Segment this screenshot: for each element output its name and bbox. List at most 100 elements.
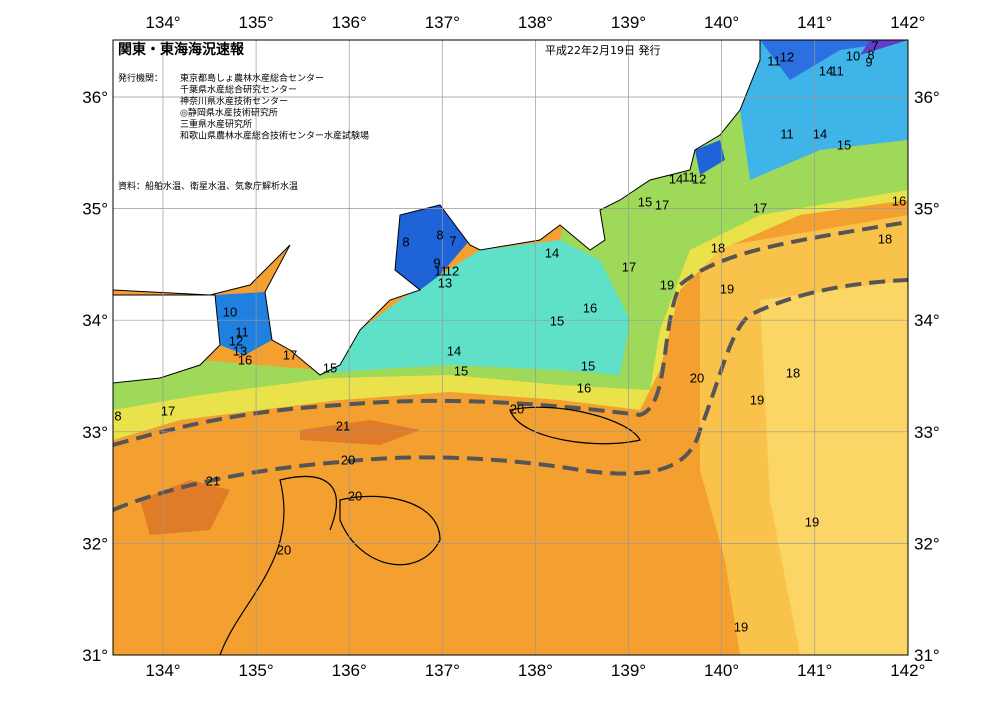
contour-label: 19 <box>660 277 674 292</box>
lon-label-bottom: 141° <box>797 661 832 680</box>
issuer: 東京都島しょ農林水産総合センター <box>180 72 324 84</box>
lat-label-right: 35° <box>914 200 940 219</box>
contour-label: 11 <box>434 263 448 278</box>
land-shikoku <box>113 294 221 384</box>
contour-label: 15 <box>454 363 468 378</box>
lon-label-top: 134° <box>145 13 180 32</box>
lon-label-bottom: 140° <box>704 661 739 680</box>
contour-label: 16 <box>238 352 252 367</box>
contour-label: 8 <box>402 234 409 249</box>
lat-label-left: 31° <box>82 646 108 665</box>
data-source: 資料：船舶水温、衛星水温、気象庁解析水温 <box>118 180 298 192</box>
contour-label: 20 <box>341 452 355 467</box>
contour-label: 19 <box>734 619 748 634</box>
contour-label: 21 <box>336 418 350 433</box>
lon-label-bottom: 135° <box>239 661 274 680</box>
lat-label-left: 34° <box>82 311 108 330</box>
contour-label: 20 <box>690 370 704 385</box>
lon-label-top: 138° <box>518 13 553 32</box>
sea-10 <box>760 40 908 80</box>
contour-label: 13 <box>233 343 247 358</box>
lon-label-top: 136° <box>332 13 367 32</box>
lon-label-bottom: 138° <box>518 661 553 680</box>
contour-label: 11 <box>780 126 794 141</box>
contour-label: 8 <box>114 408 121 423</box>
lat-label-right: 32° <box>914 534 940 553</box>
graticule: 134° 134° 135° 135° 136° 136° 137° 137° 138° 138°… <box>82 13 939 680</box>
contour-label: 7 <box>871 38 878 53</box>
contour-label: 15 <box>323 360 337 375</box>
contour-label: 11 <box>235 324 249 339</box>
issuer: 和歌山県農林水産総合技術センター水産試験場 <box>180 130 369 142</box>
kuroshio-edge <box>113 278 908 512</box>
contour-label: 14 <box>447 343 461 358</box>
contour-label: 19 <box>805 514 819 529</box>
issuer: ◎静岡県水産技術研究所 <box>180 107 278 119</box>
issuer-list: 東京都島しょ農林水産総合センター千葉県水産総合研究センター神奈川県水産技術センタ… <box>180 72 369 142</box>
lon-label-top: 140° <box>704 13 739 32</box>
contour-label: 18 <box>711 240 725 255</box>
contour-label: 20 <box>510 401 524 416</box>
lon-label-top: 142° <box>890 13 925 32</box>
sea-layers <box>113 40 908 655</box>
lon-label-top: 135° <box>239 13 274 32</box>
issue-date: 平成22年2月19日 発行 <box>545 43 661 57</box>
contour-label: 17 <box>622 259 636 274</box>
contour-label: 11 <box>830 63 844 78</box>
contour-label: 18 <box>786 365 800 380</box>
contour-label: 12 <box>692 171 706 186</box>
contour-label: 12 <box>229 333 243 348</box>
sea-15 <box>330 240 630 375</box>
lat-label-left: 33° <box>82 423 108 442</box>
lat-label-left: 35° <box>82 200 108 219</box>
contour-label: 17 <box>161 403 175 418</box>
contour-label: 17 <box>655 197 669 212</box>
map-title: 関東・東海海況速報 <box>118 41 245 58</box>
contour-label: 19 <box>720 281 734 296</box>
contour-label: 8 <box>867 47 874 62</box>
contour-label: 15 <box>581 358 595 373</box>
kuroshio-axis <box>113 220 908 447</box>
contour-label: 15 <box>837 137 851 152</box>
kii-channel <box>215 292 272 355</box>
issuer-label: 発行機関： <box>118 72 163 84</box>
contour-label: 15 <box>550 313 564 328</box>
lon-label-top: 139° <box>611 13 646 32</box>
contour-label: 10 <box>223 304 237 319</box>
lat-label-right: 36° <box>914 88 940 107</box>
contour-label: 11 <box>767 53 781 68</box>
lon-label-bottom: 137° <box>425 661 460 680</box>
contour-label: 10 <box>846 48 860 63</box>
lat-label-right: 31° <box>914 646 940 665</box>
sea-18 <box>760 280 908 655</box>
contour-label: 12 <box>445 263 459 278</box>
contour-label: 16 <box>583 300 597 315</box>
sea-21b <box>300 420 420 445</box>
contour-20 <box>219 475 337 655</box>
contour-label: 14 <box>669 171 683 186</box>
sea-7 <box>860 40 908 55</box>
issuer: 千葉県水産総合研究センター <box>180 84 297 96</box>
contour-label: 7 <box>449 233 456 248</box>
lat-label-right: 33° <box>914 423 940 442</box>
lon-label-bottom: 139° <box>611 661 646 680</box>
map-frame <box>112 39 909 656</box>
contour-label: 20 <box>348 488 362 503</box>
contour-label: 16 <box>892 193 906 208</box>
issuer: 三重県水産研究所 <box>180 118 252 130</box>
contour-label: 18 <box>878 231 892 246</box>
contour-label: 14 <box>813 126 827 141</box>
lon-label-top: 137° <box>425 13 460 32</box>
contour-label: 19 <box>750 392 764 407</box>
contour-label: 21 <box>206 473 220 488</box>
issuer: 神奈川県水産技術センター <box>180 95 288 107</box>
lon-label-top: 141° <box>797 13 832 32</box>
contour-label: 13 <box>438 275 452 290</box>
contour-label: 11 <box>682 169 696 184</box>
contour-label: 9 <box>433 255 440 270</box>
contour-label: 16 <box>577 380 591 395</box>
lat-label-left: 36° <box>82 88 108 107</box>
contour-label: 14 <box>819 63 833 78</box>
ise-bay <box>395 205 470 290</box>
